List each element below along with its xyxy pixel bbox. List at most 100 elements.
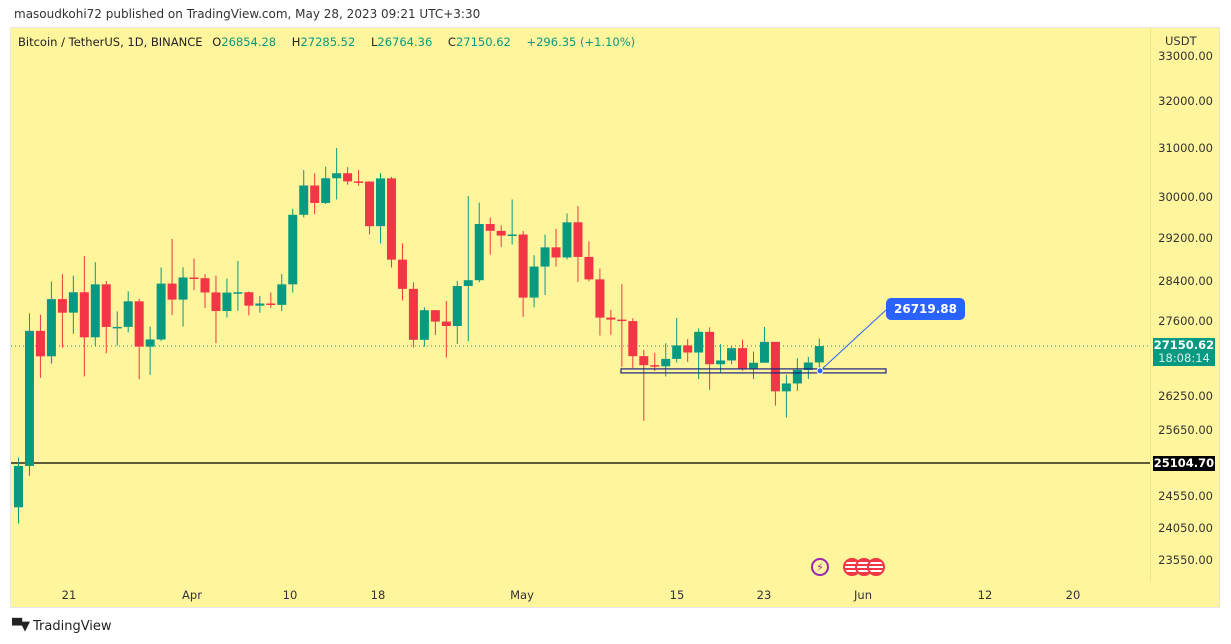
candle-body [463,280,473,286]
note-connector-line [819,309,887,372]
open-value: 26854.28 [221,35,277,49]
candle-body [24,330,34,466]
candle-body [496,230,506,236]
candle-body [233,292,243,294]
candle-body [540,247,550,267]
candle-body [770,341,780,392]
chart-panel[interactable] [10,27,1220,608]
time-tick-label: 21 [61,588,77,602]
candle-body [562,222,572,258]
candle-body [332,173,342,179]
price-tick-label: 26250.00 [1158,389,1213,403]
candle-body [661,358,671,367]
candle-body [244,292,254,306]
candle-body [628,321,638,357]
candle-body [573,222,583,257]
horizontal-line-price-tag: 25104.70 [1153,456,1215,471]
low-value: 26764.36 [377,35,433,49]
candle-body [266,303,276,305]
candle-body [748,362,758,369]
time-tick-label: 10 [282,588,298,602]
time-tick-label: 12 [977,588,993,602]
candle-body [310,185,320,203]
candle-body [200,278,210,293]
candle-body [738,348,748,369]
price-tick-label: 27600.00 [1158,314,1213,328]
candle-body [14,465,23,508]
price-tick-label: 24050.00 [1158,521,1213,535]
candle-body [189,277,199,280]
candle-body [365,181,375,227]
candle-body [354,181,364,183]
price-tick-label: 28400.00 [1158,274,1213,288]
candle-body [145,339,155,347]
price-tick-label: 25650.00 [1158,423,1213,437]
last-price: 27150.62 [1153,338,1215,352]
bar-countdown: 18:08:14 [1158,351,1210,365]
candle-body [211,292,221,311]
candle-body [101,284,111,327]
candle-body [716,360,726,365]
symbol-legend: Bitcoin / TetherUS, 1D, BINANCE O26854.2… [18,35,641,49]
price-tick-label: 32000.00 [1158,94,1213,108]
candle-body [507,234,517,237]
candle-body [617,319,627,322]
time-tick-label: 20 [1065,588,1081,602]
price-tick-label: 31000.00 [1158,141,1213,155]
candle-body [222,292,232,311]
price-note-label[interactable]: 26719.88 [886,298,966,320]
candle-body [705,331,715,365]
candle-body [814,346,824,363]
time-tick-label: 18 [370,588,386,602]
candle-body [694,331,704,353]
candle-body [441,321,451,327]
lightning-event-icon[interactable]: ⚡ [811,558,829,576]
note-anchor-point [816,367,824,375]
price-tick-label: 33000.00 [1158,49,1213,63]
candle-body [321,178,331,203]
candle-body [430,310,440,322]
change-value: +296.35 (+1.10%) [526,35,636,49]
candle-body [595,279,605,318]
candle-body [672,345,682,359]
candle-body [46,299,56,357]
candle-body [68,292,78,313]
candle-body [386,178,396,260]
candle-body [606,317,616,320]
tradingview-logo[interactable]: ▀▼ TradingView [12,619,112,634]
time-tick-label: Jun [854,588,872,602]
publish-info: masoudkohi72 published on TradingView.co… [14,7,481,21]
brand-name: TradingView [33,619,112,634]
high-value: 27285.52 [300,35,356,49]
candle-body [584,256,594,280]
candle-body [288,214,298,285]
time-tick-label: 15 [669,588,685,602]
us-flag-event-icon[interactable] [867,558,885,576]
candle-body [299,185,309,215]
candle-body [683,345,693,353]
candle-body [79,292,89,338]
candle-body [551,247,561,258]
candle-body [474,224,484,281]
price-tick-label: 29200.00 [1158,231,1213,245]
candle-body [518,234,528,298]
price-tick-label: 30000.00 [1158,190,1213,204]
candle-body [419,310,429,340]
candle-body [781,383,791,392]
candle-body [57,299,67,313]
close-label: C [447,35,456,49]
high-label: H [291,35,301,49]
candle-body [485,224,495,231]
candle-body [35,330,45,357]
candle-body [397,259,407,289]
candle-body [112,326,122,329]
price-range-box[interactable] [620,368,887,374]
close-value: 27150.62 [455,35,511,49]
candle-body [167,283,177,300]
candle-body [343,173,353,182]
candle-body [134,301,144,347]
last-price-tag: 27150.62 18:08:14 [1153,338,1215,366]
time-tick-label: 23 [756,588,772,602]
candle-body [277,284,287,305]
candlestick-chart[interactable] [0,0,1150,608]
